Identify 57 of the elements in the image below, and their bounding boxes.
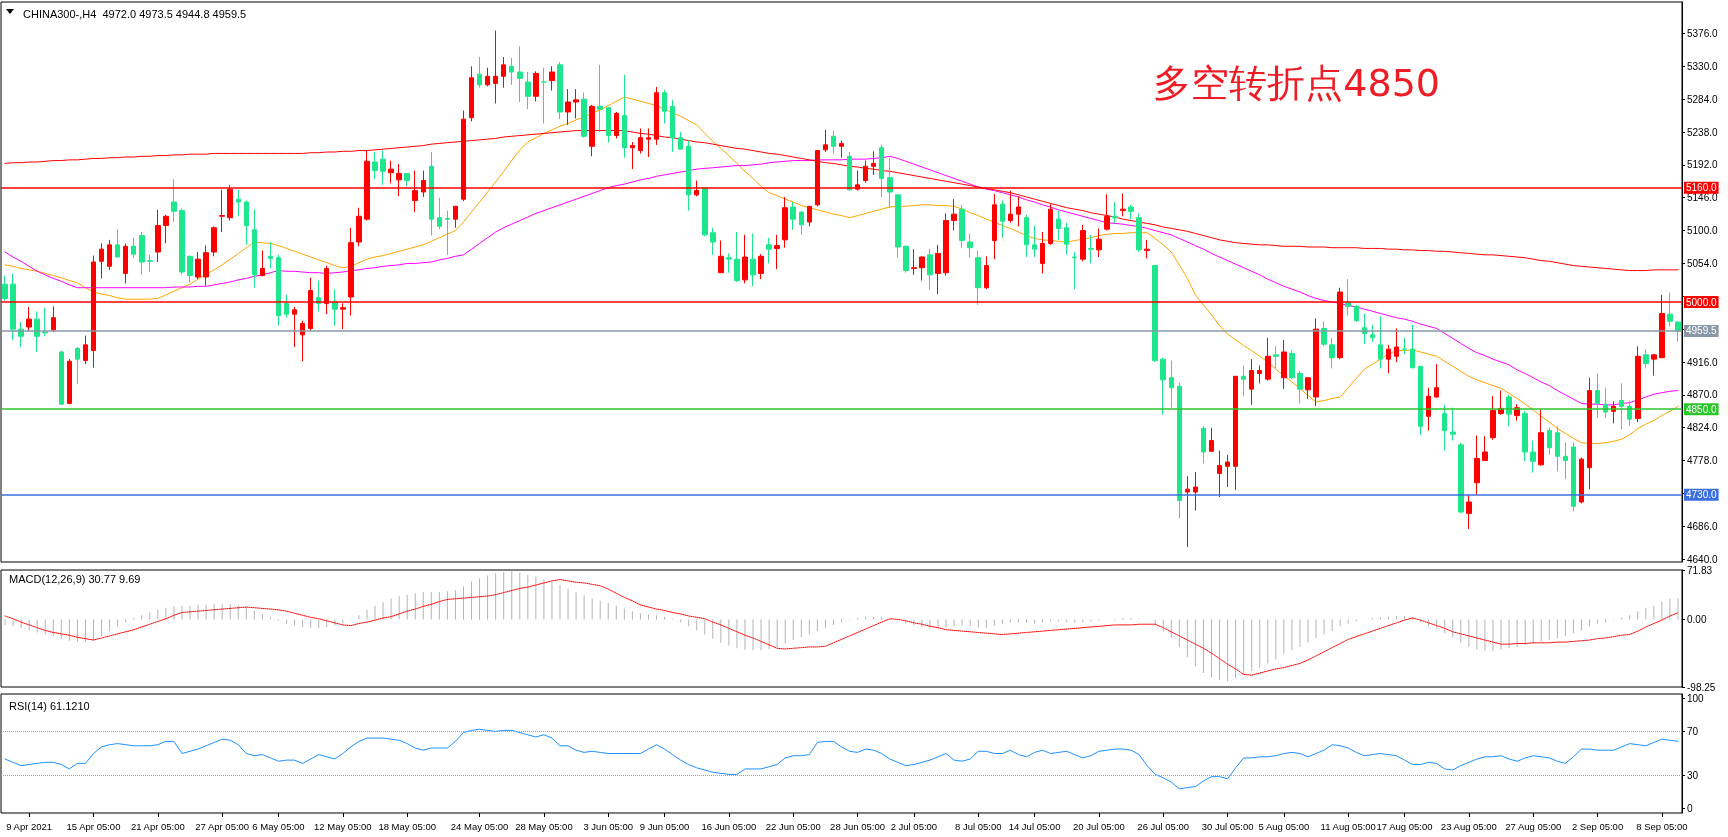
x-tick-label: 20 Jul 05:00 xyxy=(1073,820,1125,832)
x-tick-label: 24 May 05:00 xyxy=(450,820,509,832)
y-tick-label: 4916.0 xyxy=(1687,356,1719,368)
x-tick-label: 16 Jun 05:00 xyxy=(701,820,757,832)
x-tick-label: 27 Aug 05:00 xyxy=(1505,820,1562,832)
x-tick-label: 21 Apr 05:00 xyxy=(130,820,185,832)
x-tick-label: 9 Jun 05:00 xyxy=(639,820,690,832)
y-tick-label: 0.00 xyxy=(1687,613,1707,625)
x-tick-label: 9 Apr 2021 xyxy=(6,820,53,832)
x-tick-label: 15 Apr 05:00 xyxy=(66,820,121,832)
y-tick-label: 4640.0 xyxy=(1687,553,1719,565)
y-tick-label: 71.83 xyxy=(1687,564,1713,576)
x-tick-label: 17 Aug 05:00 xyxy=(1376,820,1433,832)
x-tick-label: 26 Jul 05:00 xyxy=(1137,820,1190,832)
x-tick-label: 11 Aug 05:00 xyxy=(1320,820,1376,832)
annotation: 多空转折点4850 xyxy=(1153,61,1441,105)
ref-line-label: 4959.5 xyxy=(1686,325,1718,337)
x-tick-label: 28 Jun 05:00 xyxy=(830,820,886,832)
y-tick-label: 5192.0 xyxy=(1687,159,1719,171)
x-tick-label: 18 May 05:00 xyxy=(378,820,436,832)
x-tick-label: 8 Jul 05:00 xyxy=(954,820,1002,832)
ref-line-label: 4850.0 xyxy=(1686,403,1718,415)
x-tick-label: 2 Jul 05:00 xyxy=(890,820,938,832)
ref-line-label: 4730.0 xyxy=(1686,489,1718,501)
x-tick-label: 3 Jun 05:00 xyxy=(583,820,634,832)
y-tick-label: 4686.0 xyxy=(1687,520,1719,532)
y-tick-label: 5330.0 xyxy=(1687,60,1719,72)
x-tick-label: 5 Aug 05:00 xyxy=(1258,820,1310,832)
y-tick-label: 5100.0 xyxy=(1687,225,1719,237)
y-tick-label: 4824.0 xyxy=(1687,422,1719,434)
y-tick-label: 30 xyxy=(1687,770,1699,782)
y-tick-label: 100 xyxy=(1687,692,1705,704)
y-tick-label: -98.25 xyxy=(1687,681,1716,693)
y-tick-label: 4778.0 xyxy=(1687,455,1719,467)
x-tick-label: 27 Apr 05:00 xyxy=(195,820,250,832)
y-tick-label: 5376.0 xyxy=(1687,27,1719,39)
x-tick-label: 2 Sep 05:00 xyxy=(1571,820,1624,832)
x-tick-label: 30 Jul 05:00 xyxy=(1201,820,1254,832)
text: CHINA300-,H4 4972.0 4973.5 4944.8 4959.5 xyxy=(23,7,247,20)
y-tick-label: 5146.0 xyxy=(1687,192,1719,204)
x-tick-label: 28 May 05:00 xyxy=(515,820,573,832)
y-tick-label: 5238.0 xyxy=(1687,126,1719,138)
y-tick-label: 70 xyxy=(1687,725,1699,737)
x-tick-label: 8 Sep 05:00 xyxy=(1636,820,1688,832)
ref-line-label: 5000.0 xyxy=(1686,296,1718,308)
x-tick-label: 22 Jun 05:00 xyxy=(765,820,821,832)
text: RSI(14) 61.1210 xyxy=(9,699,90,712)
x-tick-label: 23 Aug 05:00 xyxy=(1440,820,1497,832)
y-tick-label: 0 xyxy=(1687,803,1693,815)
y-tick-label: 4870.0 xyxy=(1687,389,1719,401)
x-tick-label: 12 May 05:00 xyxy=(314,820,372,832)
x-tick-label: 6 May 05:00 xyxy=(252,820,305,832)
x-tick-label: 14 Jul 05:00 xyxy=(1008,820,1061,832)
y-tick-label: 5284.0 xyxy=(1687,93,1719,105)
ref-line-label: 5160.0 xyxy=(1686,182,1718,194)
chart-title: MACD(12,26,9) 30.77 9.69 xyxy=(9,572,141,585)
y-tick-label: 5054.0 xyxy=(1687,257,1719,269)
